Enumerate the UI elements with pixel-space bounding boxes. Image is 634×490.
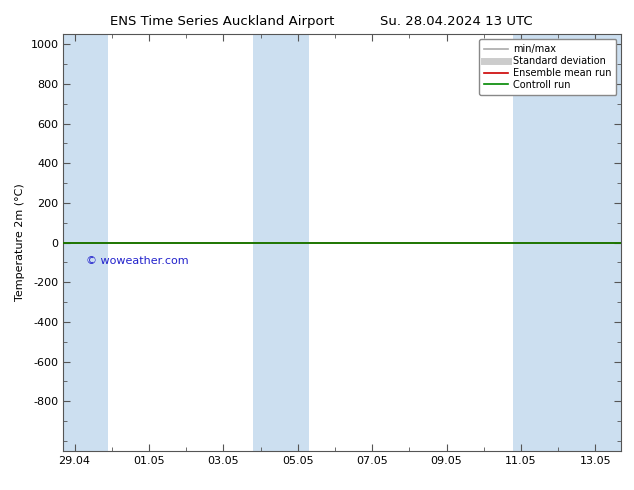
Y-axis label: Temperature 2m (°C): Temperature 2m (°C) [15,184,25,301]
Bar [63,34,108,451]
Text: ENS Time Series Auckland Airport: ENS Time Series Auckland Airport [110,15,334,28]
Bar [514,34,621,451]
Bar [253,34,309,451]
Legend: min/max, Standard deviation, Ensemble mean run, Controll run: min/max, Standard deviation, Ensemble me… [479,39,616,95]
Text: © woweather.com: © woweather.com [86,256,188,266]
Text: Su. 28.04.2024 13 UTC: Su. 28.04.2024 13 UTC [380,15,533,28]
